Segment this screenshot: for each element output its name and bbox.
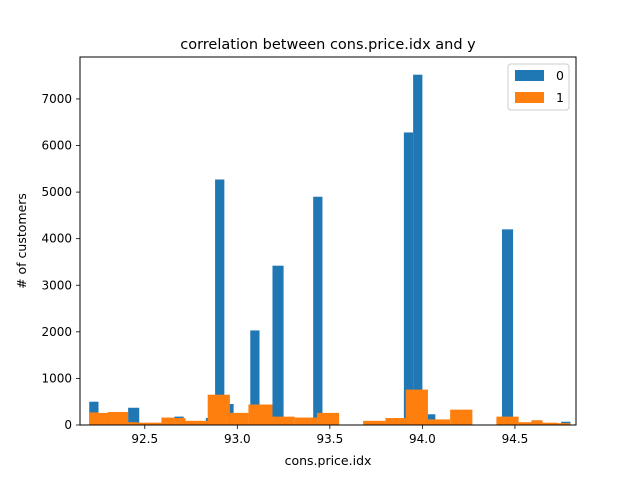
bar-s0-12: [413, 74, 423, 425]
legend-label-series-0: 0: [556, 68, 564, 83]
bar-s1-16: [405, 389, 428, 425]
bars-layer: [89, 74, 571, 425]
x-axis-label: cons.price.idx: [285, 453, 372, 468]
bar-series-1: [89, 389, 571, 425]
bar-s1-2: [107, 411, 129, 425]
bar-s1-0: [89, 412, 99, 425]
bar-s1-15: [385, 418, 406, 425]
bar-s1-22: [542, 422, 558, 425]
bar-s0-6: [215, 179, 225, 425]
bar-s1-19: [496, 416, 519, 425]
bar-s1-23: [557, 423, 571, 425]
bar-s1-21: [531, 420, 543, 425]
legend-swatch-series-1: [515, 92, 544, 103]
bar-s1-4: [137, 422, 162, 425]
y-tick-label: 7000: [41, 92, 72, 106]
bar-s0-3: [128, 407, 140, 425]
bar-s1-18: [450, 409, 473, 425]
bar-s1-8: [207, 394, 230, 425]
bar-s1-11: [272, 416, 295, 425]
chart-title: correlation between cons.price.idx and y: [180, 37, 476, 53]
bar-s1-7: [185, 420, 208, 425]
bar-s1-3: [128, 422, 138, 425]
bar-s1-12: [294, 417, 317, 425]
x-tick-label: 93.5: [316, 432, 343, 446]
bar-s1-13: [316, 412, 340, 425]
y-tick-label: 6000: [41, 139, 72, 153]
bar-s0-10: [313, 196, 323, 425]
y-tick-label: 3000: [41, 278, 72, 292]
bar-s1-1: [98, 412, 108, 425]
bar-s1-20: [518, 422, 532, 425]
y-tick-label: 1000: [41, 371, 72, 385]
y-tick-label: 5000: [41, 185, 72, 199]
x-axis-ticks: 92.5 93.0 93.5 94.0 94.5: [131, 425, 528, 446]
bar-s1-17: [427, 419, 451, 425]
y-axis-label: # of customers: [14, 193, 29, 289]
bar-s1-14: [363, 420, 386, 425]
bar-s0-14: [501, 229, 514, 425]
y-tick-label: 2000: [41, 325, 72, 339]
bar-s0-11: [403, 132, 414, 425]
legend: 0 1: [507, 63, 570, 111]
y-tick-label: 0: [64, 418, 72, 432]
legend-swatch-series-0: [515, 70, 544, 81]
bar-s1-5: [161, 417, 175, 425]
plot-frame: [79, 56, 577, 426]
x-tick-label: 94.0: [409, 432, 436, 446]
x-tick-label: 93.0: [224, 432, 251, 446]
x-tick-label: 92.5: [131, 432, 158, 446]
bar-s1-9: [229, 412, 249, 425]
bar-s0-9: [272, 265, 284, 425]
y-tick-label: 4000: [41, 232, 72, 246]
y-axis-ticks: 0 1000 2000 3000 4000 5000 6000 7000: [41, 92, 80, 432]
legend-label-series-1: 1: [556, 90, 564, 105]
bar-s0-8: [250, 330, 260, 425]
bar-s1-6: [174, 418, 186, 425]
x-tick-label: 94.5: [502, 432, 529, 446]
bar-s1-10: [248, 404, 273, 425]
